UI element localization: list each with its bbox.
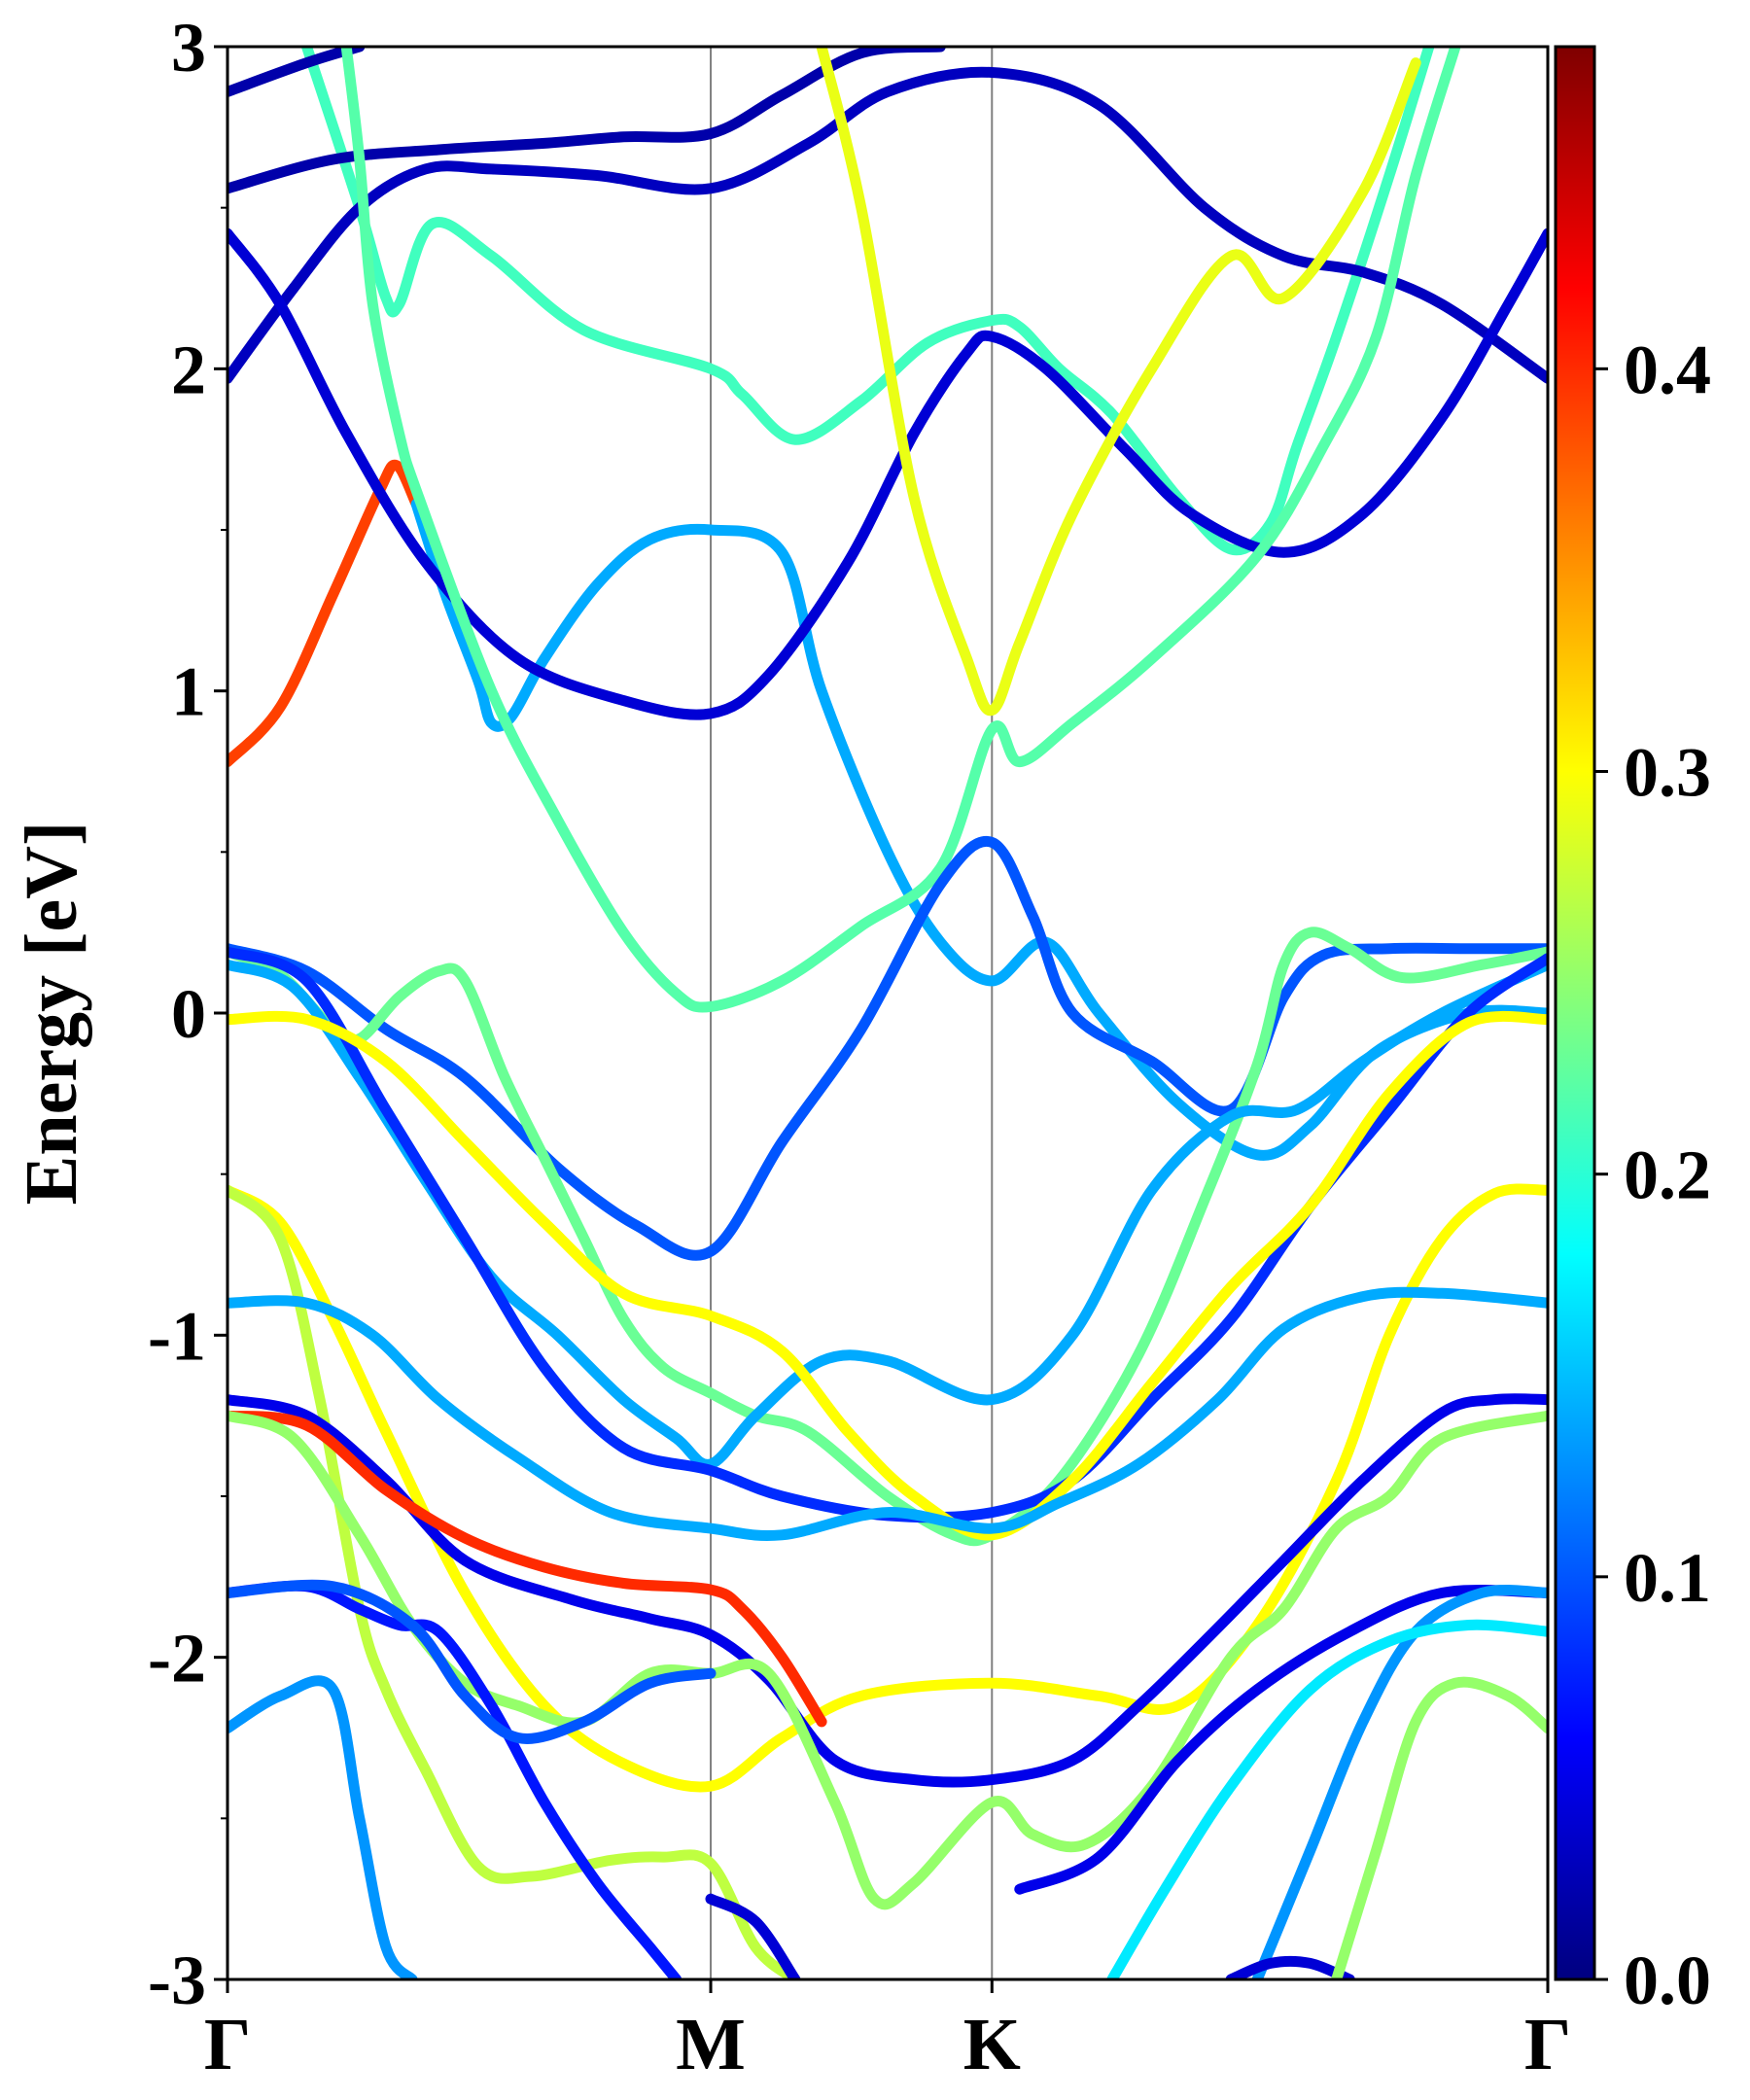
high-symmetry-label: M bbox=[676, 2004, 746, 2085]
band-line-15 bbox=[228, 1183, 1548, 1793]
band-line-29 bbox=[1331, 1676, 1548, 1979]
bands-group bbox=[228, 47, 1548, 1979]
y-tick-label: -1 bbox=[148, 1297, 206, 1375]
band-line-10 bbox=[228, 835, 1548, 1261]
y-tick-label: 2 bbox=[171, 331, 206, 408]
y-tick-label: 1 bbox=[171, 653, 206, 731]
band-line-24 bbox=[705, 1893, 801, 1979]
band-line-8 bbox=[816, 47, 1421, 717]
band-line-22 bbox=[228, 1580, 682, 1979]
band-line-4 bbox=[228, 66, 1548, 384]
band-line-3 bbox=[301, 47, 1435, 556]
band-line-11 bbox=[228, 927, 1548, 1547]
band-line-17 bbox=[228, 1286, 1548, 1541]
y-tick-label: -2 bbox=[148, 1620, 206, 1698]
band-line-19 bbox=[228, 1410, 827, 1728]
colorbar-tick-label: 0.2 bbox=[1624, 1137, 1711, 1214]
band-line-5 bbox=[228, 228, 1548, 720]
y-axis-label: Energy [eV] bbox=[11, 822, 92, 1206]
colorbar-ticks: 0.0 0.1 0.2 0.3 0.4 bbox=[1594, 331, 1711, 2019]
colorbar-tick-label: 0.4 bbox=[1624, 331, 1711, 408]
band-line-14 bbox=[228, 1010, 1548, 1541]
band-line-26 bbox=[1251, 1584, 1548, 1979]
band-line-25 bbox=[1014, 1584, 1548, 1895]
y-axis-ticks: -3 -2 -1 0 1 2 3 bbox=[148, 9, 228, 2019]
high-symmetry-label: Γ bbox=[1524, 2004, 1571, 2085]
high-symmetry-label: K bbox=[963, 2004, 1021, 2085]
colorbar-tick-label: 0.3 bbox=[1624, 734, 1711, 812]
band-line-28 bbox=[1225, 1955, 1355, 1979]
colorbar-tick-label: 0.1 bbox=[1624, 1539, 1711, 1617]
band-line-23 bbox=[228, 1579, 717, 1744]
colorbar-tick-label: 0.0 bbox=[1624, 1942, 1711, 2019]
y-tick-label: 0 bbox=[171, 975, 206, 1053]
band-line-16 bbox=[228, 1184, 801, 1979]
colorbar-gradient bbox=[1554, 45, 1596, 1981]
band-line-18 bbox=[228, 1393, 1548, 1788]
band-line-9 bbox=[340, 47, 1461, 1013]
band-line-21 bbox=[228, 1675, 418, 1979]
high-symmetry-label: Γ bbox=[204, 2004, 251, 2085]
y-tick-label: 3 bbox=[171, 9, 206, 87]
y-tick-label: -3 bbox=[148, 1942, 206, 2019]
band-line-27 bbox=[1106, 1619, 1548, 1979]
band-line-1 bbox=[228, 459, 422, 768]
